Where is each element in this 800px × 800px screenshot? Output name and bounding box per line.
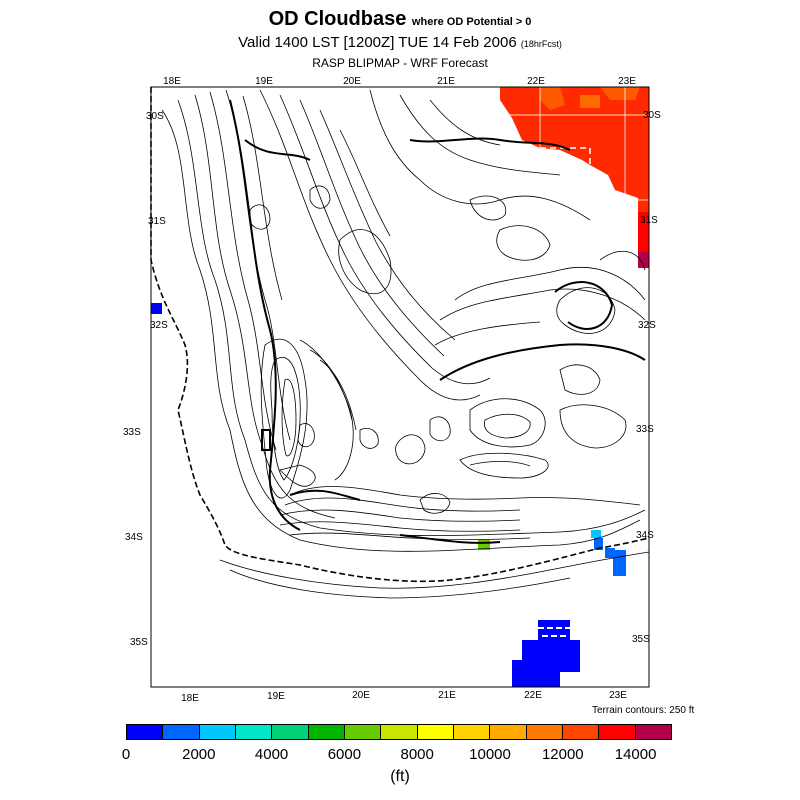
lon-labels-top: 18E 19E 20E 21E 22E 23E (163, 76, 636, 87)
lat-labels-right: 30S 31S 32S 33S 34S 35S (632, 110, 661, 645)
color-scale-tick: 6000 (327, 746, 362, 763)
lat-right-label: 32S (638, 320, 656, 331)
title-main: OD Cloudbase (268, 8, 407, 30)
lat-right-label: 30S (643, 110, 661, 121)
lat-left-label: 30S (146, 111, 164, 122)
map-frame (150, 86, 650, 688)
lat-left-label: 33S (123, 427, 141, 438)
lat-left-label: 31S (148, 216, 166, 227)
color-scale-tick: 2000 (182, 746, 216, 763)
color-swatch (562, 725, 600, 739)
valid-line: Valid 1400 LST [1200Z] TUE 14 Feb 2006 (238, 34, 517, 51)
color-scale-tick: 0 (121, 746, 131, 763)
map-background (151, 87, 649, 687)
color-swatch (635, 725, 671, 739)
lat-left-label: 34S (125, 532, 143, 543)
color-swatch (199, 725, 236, 739)
color-scale-tick: 12000 (541, 746, 584, 763)
lon-bottom-label: 19E (267, 691, 285, 702)
lon-top-label: 19E (255, 76, 273, 87)
lat-labels-left: 30S 31S 32S 33S 34S 35S (123, 111, 168, 648)
color-swatch (163, 725, 200, 739)
map-panel: 18E 19E 20E 21E 22E 23E 18E 19E 20E 21E … (123, 76, 661, 704)
lat-left-label: 32S (150, 320, 168, 331)
color-scale-tick: 8000 (400, 746, 434, 763)
lon-top-label: 20E (343, 76, 361, 87)
color-swatch (490, 725, 527, 739)
model-line: RASP BLIPMAP - WRF Forecast (312, 56, 488, 70)
terrain-contours-major (229, 99, 646, 544)
color-swatch (235, 725, 273, 739)
lon-bottom-label: 22E (524, 690, 542, 701)
lon-top-label: 21E (437, 76, 455, 87)
color-swatch (599, 725, 636, 739)
color-swatch (417, 725, 454, 739)
map-title: OD Cloudbase where OD Potential > 0 (0, 8, 800, 31)
lon-labels-bottom: 18E 19E 20E 21E 22E 23E (181, 690, 627, 704)
coastline (150, 87, 650, 583)
lat-left-label: 35S (130, 637, 148, 648)
terrain-contour-note: Terrain contours: 250 ft (592, 705, 695, 716)
color-swatch (127, 725, 164, 739)
lat-right-label: 31S (640, 215, 658, 226)
color-swatch (526, 725, 563, 739)
color-swatch (344, 725, 382, 739)
lon-bottom-label: 23E (609, 690, 627, 701)
title-sub: where OD Potential > 0 (411, 16, 532, 28)
lat-right-label: 34S (636, 530, 654, 541)
color-scale (126, 724, 672, 740)
lon-top-label: 23E (618, 76, 636, 87)
color-swatch (308, 725, 345, 739)
color-scale-units: (ft) (390, 768, 410, 785)
cloudbase-fill (151, 87, 649, 687)
lon-bottom-label: 20E (352, 690, 370, 701)
color-swatch (453, 725, 491, 739)
lon-bottom-label: 21E (438, 690, 456, 701)
color-scale-tick: 4000 (254, 746, 289, 763)
lon-bottom-label: 18E (181, 693, 199, 704)
color-scale-tick: 14000 (614, 746, 657, 763)
valid-time: Valid 1400 LST [1200Z] TUE 14 Feb 2006 (… (0, 34, 800, 51)
terrain-contours (161, 89, 650, 599)
lat-right-label: 35S (632, 634, 650, 645)
lon-top-label: 18E (163, 76, 181, 87)
lat-right-label: 33S (636, 424, 654, 435)
forecast-hour: (18hrFcst) (520, 39, 562, 49)
color-swatch (272, 725, 309, 739)
lon-top-label: 22E (527, 76, 545, 87)
color-scale-tick: 10000 (469, 746, 511, 763)
color-swatch (381, 725, 418, 739)
